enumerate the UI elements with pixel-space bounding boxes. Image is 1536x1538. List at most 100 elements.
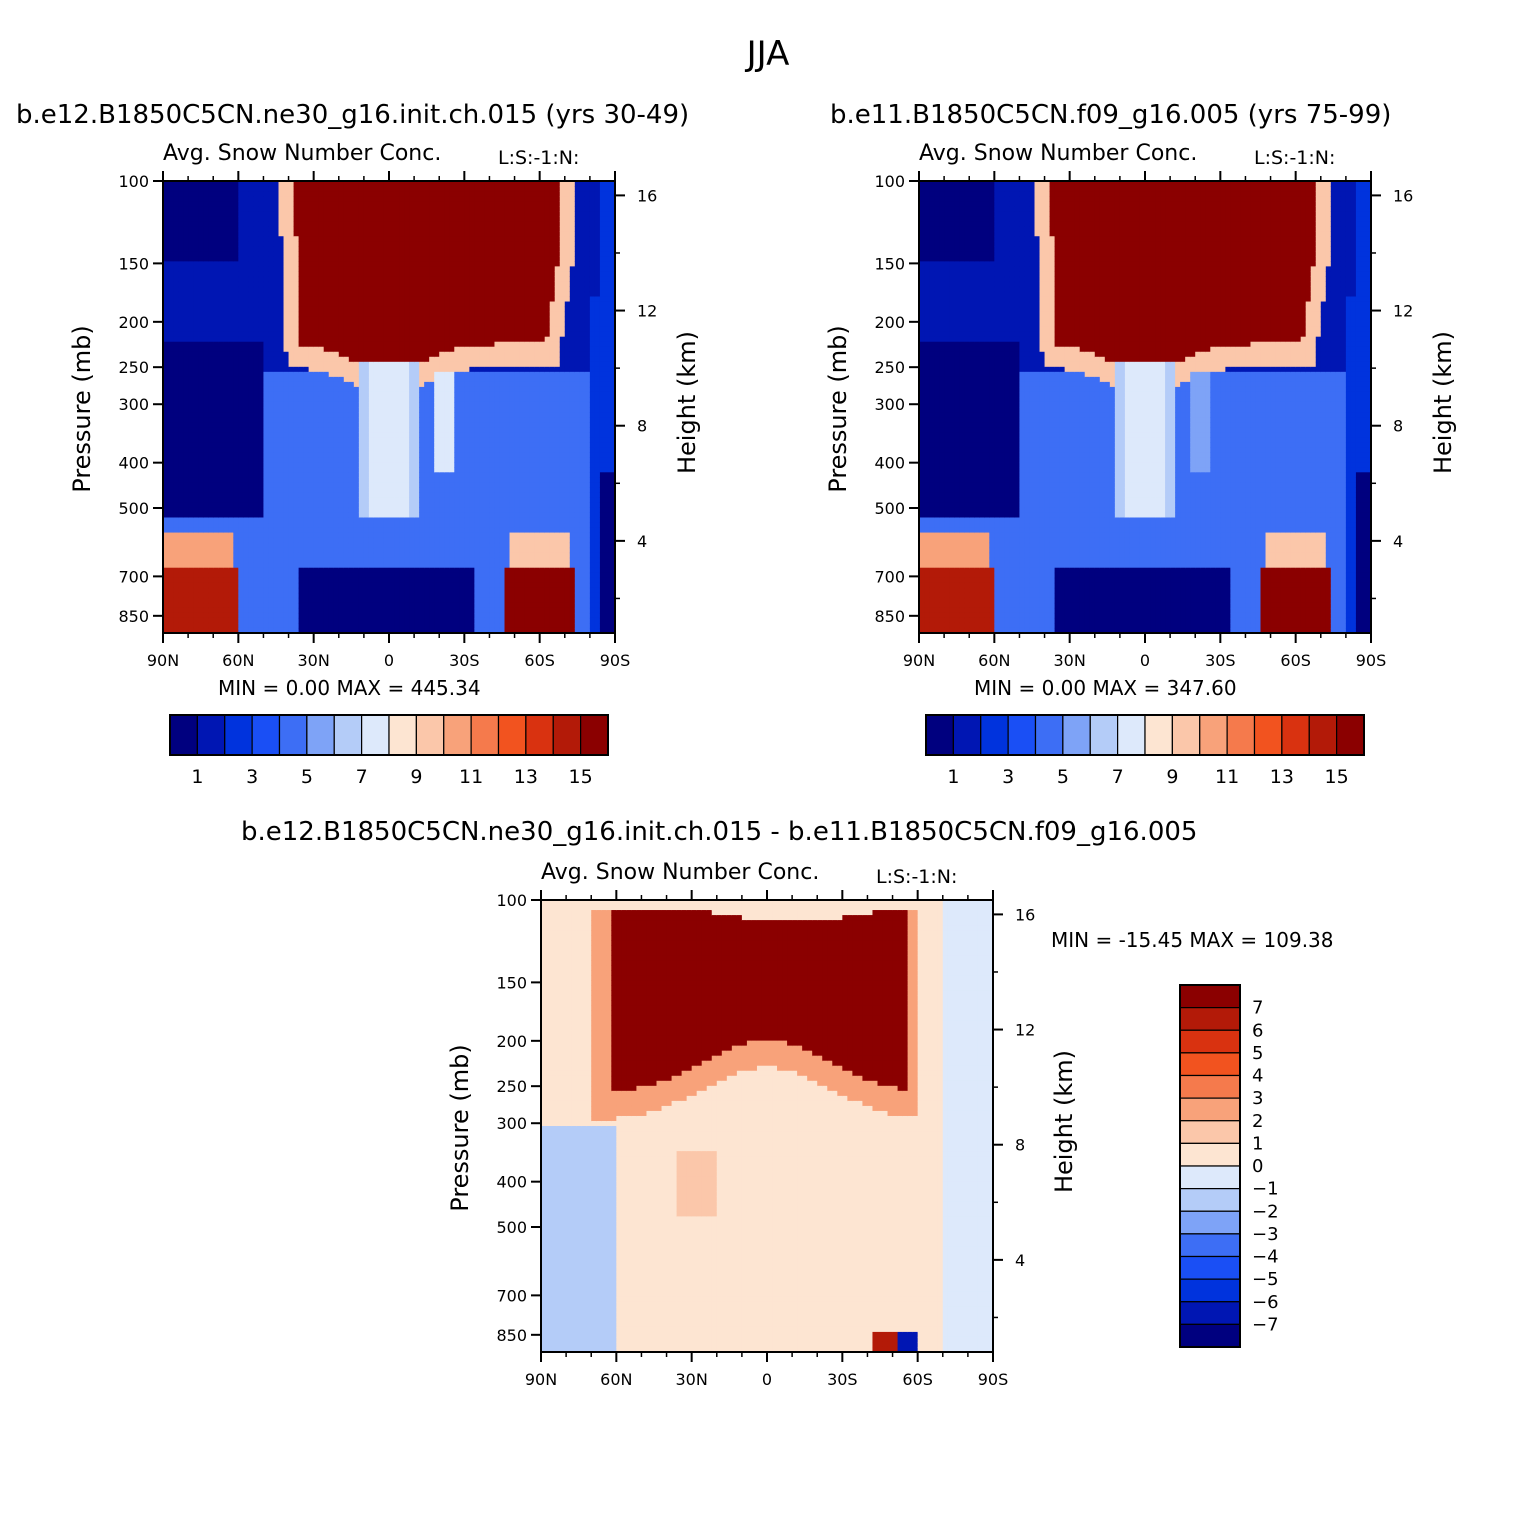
heatmap-cell: [383, 497, 390, 504]
heatmap-cell: [378, 386, 385, 393]
heatmap-cell: [318, 512, 325, 519]
heatmap-cell: [238, 512, 244, 519]
heatmap-cell: [328, 346, 335, 353]
heatmap-cell: [353, 186, 360, 192]
heatmap-cell: [243, 321, 249, 328]
heatmap-cell: [333, 211, 340, 217]
heatmap-cell: [238, 246, 244, 252]
heatmap-cell: [313, 617, 320, 624]
heatmap-cell: [343, 366, 350, 373]
heatmap-cell: [394, 211, 400, 217]
heatmap-cell: [409, 281, 415, 288]
heatmap-cell: [383, 391, 390, 398]
heatmap-cell: [348, 427, 355, 433]
heatmap-cell: [373, 612, 380, 619]
heatmap-cell: [273, 276, 280, 283]
heatmap-cell: [278, 587, 285, 594]
heatmap-cell: [188, 346, 194, 353]
heatmap-cell: [368, 422, 375, 428]
heatmap-cell: [283, 251, 290, 257]
heatmap-cell: [283, 412, 290, 418]
heatmap-cell: [409, 221, 415, 227]
heatmap-cell: [193, 617, 199, 624]
heatmap-cell: [208, 326, 214, 333]
heatmap-cell: [323, 422, 330, 428]
heatmap-cell: [399, 437, 405, 443]
heatmap-cell: [178, 607, 184, 614]
heatmap-cell: [383, 412, 390, 418]
heatmap-cell: [363, 201, 370, 207]
heatmap-cell: [238, 427, 244, 433]
heatmap-cell: [399, 206, 405, 212]
heatmap-cell: [404, 627, 410, 634]
heatmap-cell: [414, 427, 420, 433]
heatmap-cell: [404, 467, 410, 473]
heatmap-cell: [288, 517, 295, 524]
heatmap-cell: [404, 261, 410, 267]
heatmap-cell: [253, 437, 260, 443]
heatmap-cell: [414, 507, 420, 514]
heatmap-cell: [363, 542, 370, 549]
heatmap-cell: [293, 497, 300, 504]
heatmap-cell: [343, 477, 350, 483]
heatmap-cell: [203, 206, 209, 212]
heatmap-cell: [283, 542, 290, 549]
heatmap-cell: [338, 366, 345, 373]
heatmap-cell: [203, 447, 209, 453]
heatmap-cell: [358, 286, 365, 293]
heatmap-cell: [248, 236, 254, 242]
heatmap-cell: [203, 241, 209, 247]
heatmap-cell: [343, 452, 350, 458]
heatmap-cell: [358, 517, 365, 524]
heatmap-cell: [414, 331, 420, 338]
heatmap-cell: [434, 186, 440, 192]
heatmap-cell: [243, 241, 249, 247]
heatmap-cell: [213, 391, 219, 398]
heatmap-cell: [348, 462, 355, 468]
heatmap-cell: [389, 517, 395, 524]
heatmap-cell: [183, 562, 189, 569]
heatmap-cell: [434, 477, 440, 483]
heatmap-cell: [318, 472, 325, 478]
heatmap-cell: [233, 467, 239, 473]
heatmap-cell: [288, 271, 295, 278]
heatmap-cell: [223, 527, 229, 534]
heatmap-cell: [333, 241, 340, 247]
heatmap-cell: [268, 296, 275, 303]
heatmap-cell: [404, 221, 410, 227]
heatmap-cell: [353, 391, 360, 398]
heatmap-cell: [338, 487, 345, 493]
heatmap-cell: [253, 246, 260, 252]
heatmap-cell: [353, 497, 360, 504]
heatmap-cell: [363, 221, 370, 227]
heatmap-cell: [208, 341, 214, 348]
heatmap-cell: [293, 477, 300, 483]
heatmap-cell: [399, 341, 405, 348]
heatmap-cell: [404, 276, 410, 283]
heatmap-cell: [263, 346, 270, 353]
heatmap-cell: [298, 316, 305, 323]
heatmap-cell: [178, 386, 184, 393]
heatmap-cell: [399, 371, 405, 378]
heatmap-cell: [353, 256, 360, 262]
heatmap-cell: [183, 256, 189, 262]
heatmap-cell: [223, 622, 229, 629]
heatmap-cell: [208, 587, 214, 594]
heatmap-cell: [223, 196, 229, 202]
heatmap-cell: [353, 482, 360, 488]
heatmap-cell: [188, 582, 194, 589]
heatmap-cell: [308, 196, 315, 202]
heatmap-cell: [173, 346, 179, 353]
heatmap-cell: [313, 507, 320, 514]
heatmap-cell: [178, 361, 184, 368]
heatmap-cell: [434, 452, 440, 458]
heatmap-cell: [348, 266, 355, 272]
heatmap-cell: [298, 206, 305, 212]
heatmap-cell: [373, 427, 380, 433]
heatmap-cell: [424, 326, 430, 333]
heatmap-cell: [383, 276, 390, 283]
heatmap-cell: [233, 336, 239, 343]
heatmap-cell: [343, 231, 350, 237]
heatmap-cell: [333, 286, 340, 293]
heatmap-cell: [333, 457, 340, 463]
